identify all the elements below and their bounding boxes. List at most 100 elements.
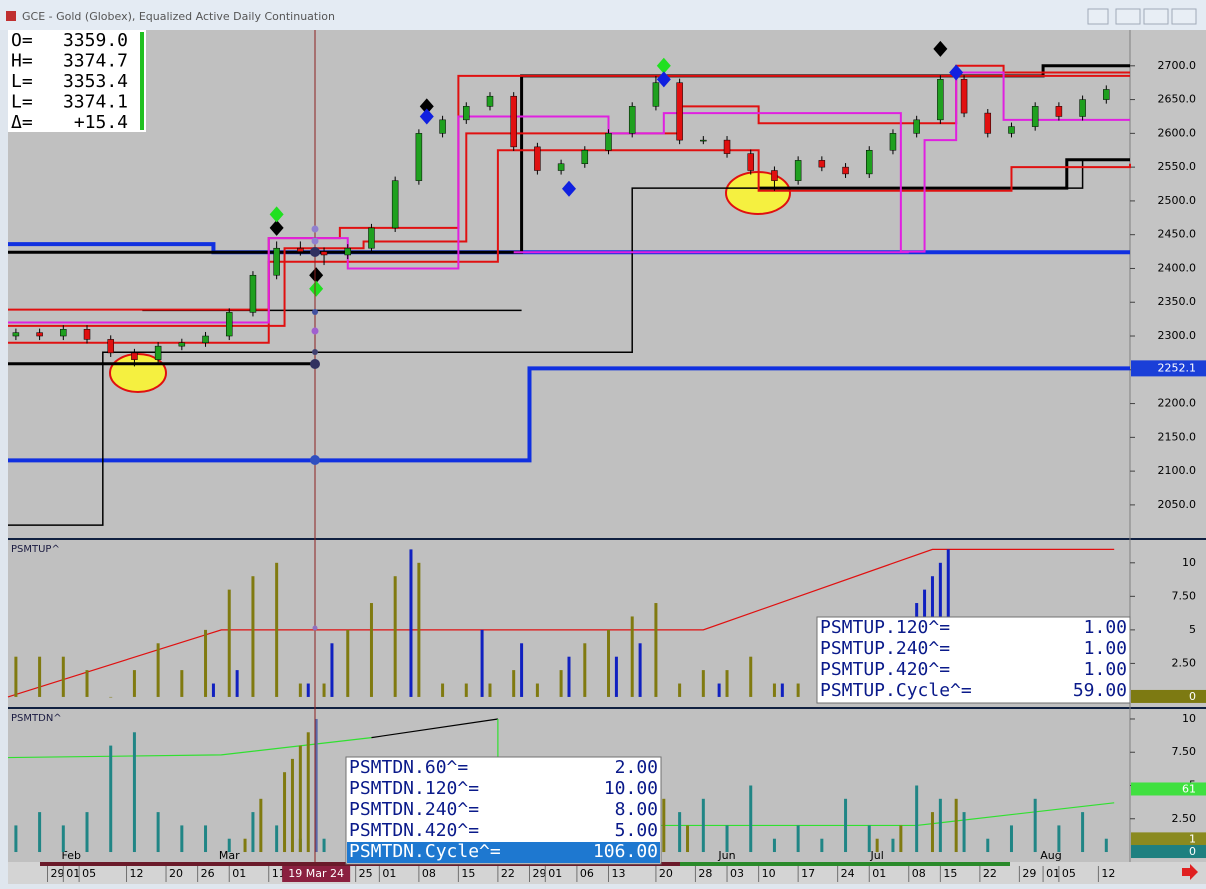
candle-body — [984, 112, 992, 134]
quote-label: O= — [11, 30, 33, 51]
indicator-bar — [322, 838, 326, 853]
indicator-bar — [1104, 838, 1108, 853]
indicator-bar — [1033, 798, 1037, 853]
quote-value: 3374.7 — [63, 51, 128, 72]
signal-diamond — [933, 40, 948, 57]
readout-value: 1.00 — [1084, 659, 1127, 680]
indicator-bar — [488, 683, 492, 697]
signal-diamond — [419, 108, 434, 125]
indicator-bar — [243, 838, 247, 853]
indicator-bar — [614, 656, 618, 697]
candle-body — [344, 247, 352, 256]
cursor-dot — [311, 225, 319, 233]
candle-body — [913, 119, 920, 134]
x-tick-label: 01 — [232, 867, 246, 880]
indicator-bar — [346, 629, 350, 697]
y-tick-label: 7.50 — [1172, 589, 1197, 602]
readout-highlight — [347, 842, 660, 863]
readout-label: PSMTUP.240^= — [820, 638, 950, 659]
indicator-bar — [725, 825, 729, 853]
indicator-line — [8, 158, 1130, 526]
signal-diamond — [269, 206, 284, 223]
indicator-bar — [559, 670, 563, 697]
quote-label: L= — [11, 92, 33, 113]
x-tick-label: 29 — [51, 867, 65, 880]
month-label: Jun — [717, 849, 735, 862]
candle-body — [273, 247, 280, 276]
cursor-dot — [312, 625, 318, 631]
x-tick-label: 08 — [912, 867, 926, 880]
y-tick-label: 2650.0 — [1158, 93, 1197, 106]
y-tick-label: 2350.0 — [1158, 295, 1197, 308]
cursor-dot — [311, 237, 319, 245]
cursor-dot — [312, 309, 318, 315]
indicator-bar — [109, 745, 113, 853]
indicator-bar — [409, 549, 413, 697]
indicator-bar — [464, 683, 468, 697]
pin-button[interactable] — [1087, 8, 1109, 25]
indicator-bar — [875, 838, 879, 853]
indicator-bar — [180, 825, 184, 853]
indicator-bar — [227, 838, 231, 853]
signal-diamond — [309, 280, 324, 297]
candle-body — [107, 339, 114, 354]
y-tick-label: 2450.0 — [1158, 228, 1197, 241]
value-tag — [1131, 782, 1206, 796]
indicator-bar — [891, 838, 895, 853]
panel-title: PSMTDN^ — [11, 713, 62, 724]
value-tag — [1131, 689, 1206, 703]
y-tick-label: 2100.0 — [1158, 464, 1197, 477]
indicator-bar — [275, 562, 279, 697]
indicator-bar — [772, 838, 776, 853]
x-tick-label: 25 — [359, 867, 373, 880]
x-tick-label: 24 — [841, 867, 855, 880]
signal-diamond — [419, 98, 434, 115]
window-title: GCE - Gold (Globex), Equalized Active Da… — [22, 10, 335, 23]
quote-label: L= — [11, 71, 33, 92]
month-label: Mar — [219, 849, 240, 862]
indicator-bar — [938, 798, 942, 853]
candle-body — [818, 160, 826, 168]
readout-label: PSMTUP.420^= — [820, 659, 950, 680]
candle-body — [1055, 106, 1063, 117]
candle-body — [842, 166, 849, 175]
indicator-bar — [954, 798, 958, 853]
candle-body — [628, 106, 636, 134]
indicator-bar — [109, 696, 113, 698]
indicator-bar — [717, 683, 721, 697]
readout-value: 5.00 — [615, 820, 658, 841]
candle-body — [960, 79, 968, 114]
candle-body — [12, 332, 20, 337]
maximize-button[interactable] — [1143, 8, 1169, 25]
quote-value: +15.4 — [74, 112, 128, 133]
readout-box — [816, 616, 1131, 704]
indicator-bar — [780, 683, 784, 697]
y-tick-label: 2300.0 — [1158, 329, 1197, 342]
candle-body — [131, 352, 138, 360]
price-axis-area — [1130, 30, 1206, 862]
y-tick-label: 10 — [1182, 556, 1196, 569]
y-tick-label: 2.50 — [1172, 656, 1197, 669]
candle-body — [605, 133, 612, 151]
candle-body — [747, 153, 754, 171]
scroll-arrow[interactable] — [1182, 864, 1198, 880]
indicator-bar — [251, 576, 255, 697]
x-tick-label: 10 — [762, 867, 776, 880]
minimize-button[interactable] — [1115, 8, 1141, 25]
indicator-bar — [417, 562, 421, 697]
x-tick-label: 19 Mar 24 — [288, 867, 344, 880]
close-button[interactable] — [1171, 8, 1197, 25]
indicator-bar — [607, 629, 611, 697]
readout-label: PSMTDN.Cycle^= — [349, 841, 501, 862]
indicator-bar — [204, 629, 208, 697]
candle-body — [1008, 126, 1015, 134]
candle-body — [557, 163, 565, 171]
cursor-dots — [310, 225, 320, 631]
indicator-bar — [393, 576, 397, 697]
readout-label: PSMTUP.Cycle^= — [820, 680, 972, 701]
indicator-bar — [298, 683, 302, 697]
candle-body — [391, 180, 399, 229]
x-tick-label: 01 — [548, 867, 562, 880]
readout-label: PSMTDN.240^= — [349, 799, 479, 820]
candle-body — [652, 82, 660, 107]
